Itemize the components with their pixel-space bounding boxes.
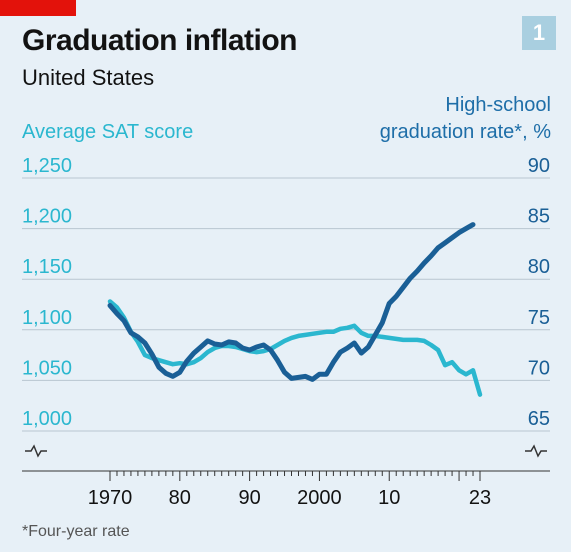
x-tick-label: 80 bbox=[169, 487, 191, 509]
right-tick-label: 80 bbox=[528, 256, 550, 278]
left-tick-label: 1,250 bbox=[22, 155, 72, 177]
right-tick-label: 70 bbox=[528, 357, 550, 379]
right-axis-label-line-1: High-school bbox=[445, 94, 551, 116]
footnote: *Four-year rate bbox=[22, 523, 130, 540]
left-tick-label: 1,050 bbox=[22, 357, 72, 379]
axis-break-icon bbox=[25, 444, 47, 458]
x-tick-label: 1970 bbox=[88, 487, 133, 509]
chart-number-badge: 1 bbox=[522, 16, 556, 50]
chart-title: Graduation inflation bbox=[22, 24, 298, 57]
x-tick-label: 2000 bbox=[297, 487, 342, 509]
left-tick-label: 1,150 bbox=[22, 256, 72, 278]
x-tick-label: 10 bbox=[378, 487, 400, 509]
right-tick-label: 65 bbox=[528, 408, 550, 430]
left-axis-label: Average SAT score bbox=[22, 121, 194, 143]
left-tick-label: 1,000 bbox=[22, 408, 72, 430]
x-tick-label: 23 bbox=[469, 487, 491, 509]
sat-score-line bbox=[107, 299, 483, 397]
axis-break-icon bbox=[525, 444, 547, 458]
right-tick-label: 85 bbox=[528, 206, 550, 228]
brand-red-tag bbox=[0, 0, 76, 16]
x-tick-label: 90 bbox=[238, 487, 260, 509]
graduation-rate-line bbox=[107, 222, 476, 382]
right-tick-label: 75 bbox=[528, 307, 550, 329]
right-axis-label-line-2: graduation rate*, % bbox=[379, 121, 551, 143]
right-tick-label: 90 bbox=[528, 155, 550, 177]
right-axis-label: High-school graduation rate*, % bbox=[380, 92, 551, 146]
left-tick-label: 1,100 bbox=[22, 307, 72, 329]
chart-subtitle: United States bbox=[22, 65, 155, 90]
left-tick-label: 1,200 bbox=[22, 206, 72, 228]
